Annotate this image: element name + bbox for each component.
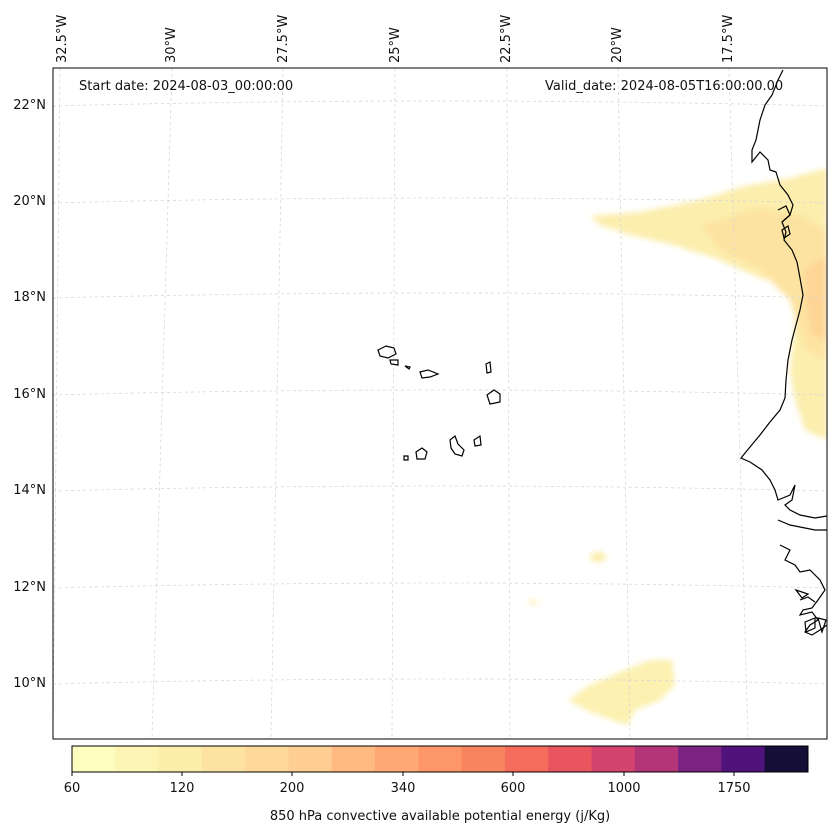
- colorbar-swatch: [591, 746, 636, 772]
- grid-lon-32-5w: [53, 68, 61, 739]
- coast-islet-3: [804, 617, 816, 633]
- colorbar-tick-1000: 1000: [607, 781, 641, 796]
- cape-shading: [528, 168, 827, 725]
- colorbar-swatch: [548, 746, 593, 772]
- colorbar-tick-120: 120: [169, 781, 195, 796]
- lat-label-22n: 22°N: [13, 98, 46, 113]
- colorbar-tick-60: 60: [63, 781, 81, 796]
- colorbar-tick-600: 600: [500, 781, 526, 796]
- colorbar-tick-1750: 1750: [717, 781, 751, 796]
- colorbar-swatch: [158, 746, 203, 772]
- cape-field-inner: [700, 208, 827, 360]
- coastline: [740, 69, 827, 636]
- colorbar-frame: [71, 745, 809, 773]
- colorbar-swatch: [418, 746, 463, 772]
- grid-lon-20w: [617, 68, 631, 739]
- colorbar-swatch: [115, 746, 160, 772]
- lat-label-12n: 12°N: [13, 580, 46, 595]
- grid-lat-18n: [53, 292, 827, 299]
- map-frame: [52, 67, 828, 740]
- lon-label-20w: 20°W: [610, 27, 625, 63]
- cape-field-south: [568, 660, 675, 725]
- colorbar-swatch: [678, 746, 722, 772]
- grid-lon-27-5w: [270, 68, 284, 739]
- colorbar-swatch: [634, 746, 679, 772]
- coast-islet-4: [817, 617, 827, 635]
- island-santa-luzia: [404, 365, 411, 370]
- grid-lat-16n: [53, 389, 827, 396]
- lon-label-25w: 25°W: [388, 27, 403, 63]
- island-sao-vicente: [389, 359, 399, 366]
- lat-label-14n: 14°N: [13, 483, 46, 498]
- cape-patch-small: [590, 552, 606, 562]
- grid-lat-10n: [53, 678, 827, 685]
- grid-lat-20n: [53, 197, 827, 204]
- lon-label-27-5w: 27.5°W: [276, 14, 291, 63]
- lat-label-16n: 16°N: [13, 387, 46, 402]
- colorbar-tick-200: 200: [279, 781, 305, 796]
- valid-date-label: Valid_date: 2024-08-05T16:00:00.00: [545, 79, 784, 94]
- colorbar-label: 850 hPa convective available potential e…: [269, 809, 611, 824]
- lon-label-30w: 30°W: [164, 27, 179, 63]
- map-plot-area: [53, 68, 827, 739]
- mauritania-bay: [777, 205, 791, 223]
- colorbar-swatch: [721, 746, 766, 772]
- island-maio: [473, 434, 482, 447]
- cabo-verde-islands: [377, 345, 501, 461]
- colorbar-swatch: [331, 746, 376, 772]
- guinea-bissau-coast: [779, 544, 827, 636]
- island-brava: [403, 455, 409, 461]
- lat-label-10n: 10°N: [13, 676, 46, 691]
- grid-lon-22-5w: [506, 68, 511, 739]
- colorbar-tick-340: 340: [390, 781, 416, 796]
- colorbar: [71, 745, 809, 776]
- island-sal: [485, 361, 492, 374]
- start-date-label: Start date: 2024-08-03_00:00:00: [79, 79, 294, 94]
- grid-lon-30w: [151, 68, 173, 739]
- lat-label-20n: 20°N: [13, 194, 46, 209]
- gambia-coast: [777, 519, 827, 531]
- island-santiago: [449, 435, 465, 457]
- colorbar-swatch: [461, 746, 506, 772]
- colorbar-swatch: [375, 746, 419, 772]
- colorbar-swatch: [764, 746, 809, 772]
- colorbar-swatch: [245, 746, 289, 772]
- lon-label-17-5w: 17.5°W: [721, 14, 736, 63]
- island-santo-antao: [377, 345, 397, 359]
- lat-label-18n: 18°N: [13, 290, 46, 305]
- guinea-coast: [799, 596, 816, 603]
- lon-label-32-5w: 32.5°W: [55, 14, 70, 63]
- colorbar-swatch: [504, 746, 549, 772]
- grid-lat-22n: [53, 100, 827, 107]
- grid-lon-25w: [391, 68, 396, 739]
- cape-patch-tiny: [528, 600, 538, 604]
- island-sao-nicolau: [419, 369, 440, 379]
- grid-lat-12n: [53, 582, 827, 589]
- lon-label-22-5w: 22.5°W: [499, 14, 514, 63]
- grid-lat-14n: [53, 485, 827, 492]
- island-fogo: [415, 447, 428, 460]
- african-coastline: [740, 69, 827, 519]
- graticule: [53, 68, 827, 739]
- coast-islet-1: [781, 225, 791, 239]
- island-boa-vista: [486, 389, 501, 405]
- coast-islet-2: [794, 588, 810, 599]
- colorbar-swatch: [72, 746, 116, 772]
- grid-lon-17-5w: [728, 68, 749, 739]
- colorbar-swatch: [288, 746, 333, 772]
- colorbar-swatch: [201, 746, 246, 772]
